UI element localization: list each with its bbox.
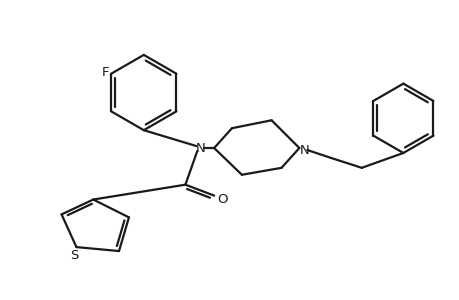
Text: O: O — [216, 193, 227, 206]
Text: F: F — [101, 66, 109, 79]
Text: N: N — [195, 142, 205, 154]
Text: S: S — [70, 248, 78, 262]
Text: N: N — [299, 143, 308, 157]
